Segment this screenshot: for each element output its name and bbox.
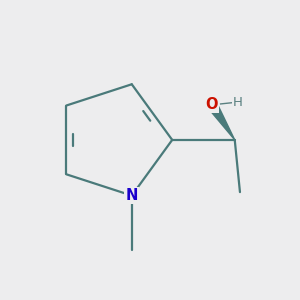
Text: N: N xyxy=(126,188,138,203)
Text: H: H xyxy=(233,96,243,109)
Polygon shape xyxy=(207,101,235,140)
Text: O: O xyxy=(206,97,218,112)
